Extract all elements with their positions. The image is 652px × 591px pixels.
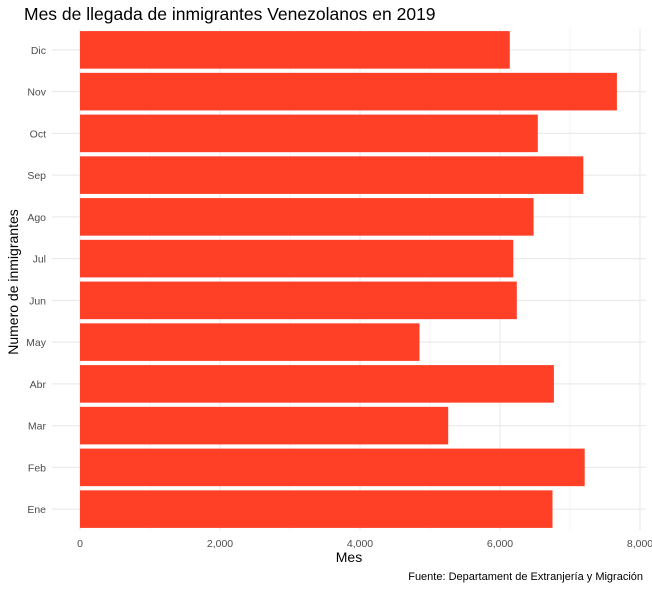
y-tick-label: May	[26, 337, 47, 349]
x-tick-label: 4,000	[347, 538, 373, 550]
bar-jul	[80, 239, 514, 278]
y-tick-label: Dic	[31, 45, 46, 57]
y-tick-label: Mar	[28, 421, 47, 433]
y-tick-label: Nov	[27, 87, 46, 99]
x-tick-label: 0	[77, 538, 83, 550]
bar-sep	[80, 156, 584, 194]
y-tick-label: Ago	[27, 212, 46, 224]
bar-oct	[80, 114, 538, 153]
y-tick-label: Abr	[30, 379, 47, 391]
chart-title: Mes de llegada de inmigrantes Venezolano…	[24, 4, 436, 24]
x-tick-label: 2,000	[207, 538, 233, 550]
bar-feb	[80, 448, 585, 487]
y-tick-label: Oct	[30, 128, 46, 140]
y-tick-label: Feb	[28, 462, 46, 474]
y-tick-label: Jun	[29, 295, 46, 307]
bar-abr	[80, 365, 554, 403]
bar-nov	[80, 72, 617, 111]
source-caption: Fuente: Departament de Extranjería y Mig…	[408, 571, 643, 583]
x-tick-label: 6,000	[487, 538, 513, 550]
bar-ene	[80, 490, 553, 528]
bar-jun	[80, 281, 517, 320]
y-tick-label: Jul	[33, 254, 46, 266]
bar-ago	[80, 198, 534, 236]
x-axis-label: Mes	[335, 549, 363, 565]
bar-mar	[80, 406, 449, 445]
y-tick-label: Ene	[27, 504, 46, 516]
y-tick-label: Sep	[27, 170, 46, 182]
x-tick-label: 8,000	[627, 538, 652, 550]
bar-may	[80, 323, 420, 361]
bar-dic	[80, 31, 510, 69]
